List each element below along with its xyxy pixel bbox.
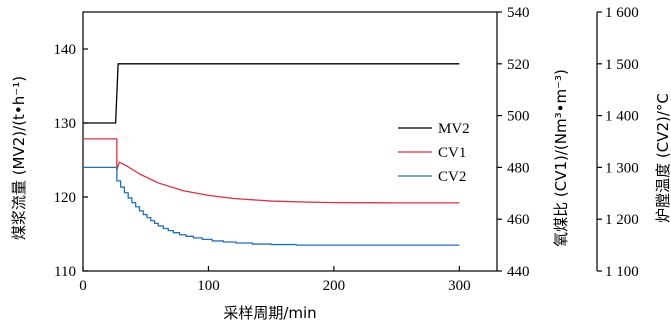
x-tick-label: 300 <box>448 278 471 294</box>
y-tick-label-mv2: 140 <box>54 42 77 58</box>
legend: MV2 CV1 CV2 <box>398 121 470 185</box>
y-tick-label-cv2: 1 400 <box>605 109 639 125</box>
plot-frame <box>82 11 498 272</box>
y-tick-label-mv2: 110 <box>54 264 76 280</box>
series-line-mv2 <box>83 63 460 124</box>
plot-area-border <box>82 11 498 272</box>
series-layer <box>83 63 460 246</box>
y-axis-title-cv2: 炉膛温度 (CV2)/°C <box>654 93 671 223</box>
y-tick-label-cv1: 540 <box>507 5 530 21</box>
y-tick-label-cv1: 460 <box>507 212 530 228</box>
x-tick-label: 100 <box>197 278 220 294</box>
legend-label-cv1: CV1 <box>438 145 466 161</box>
y-tick-label-mv2: 130 <box>54 116 77 132</box>
axis-layer: 0 100 200 300 110 120 130 140 440 460 480 500 520 540… <box>54 5 639 294</box>
legend-label-mv2: MV2 <box>438 121 470 137</box>
series-line-cv2 <box>83 166 460 246</box>
y-tick-label-mv2: 120 <box>54 190 77 206</box>
y-tick-label-cv2: 1 300 <box>605 160 639 176</box>
y-axis-title-cv1: 氧煤比 (CV1)/(Nm³•m⁻³) <box>552 69 570 247</box>
y-axis-title-mv2: 煤浆流量 (MV2)/(t•h⁻¹) <box>10 76 28 240</box>
x-tick-label: 0 <box>79 278 87 294</box>
y-tick-label-cv2: 1 500 <box>605 57 639 73</box>
y-tick-label-cv2: 1 100 <box>605 264 639 280</box>
x-tick-label: 200 <box>323 278 346 294</box>
x-axis-title: 采样周期/min <box>223 304 316 322</box>
y-tick-label-cv2: 1 200 <box>605 212 639 228</box>
legend-label-cv2: CV2 <box>438 169 466 185</box>
y-tick-label-cv1: 480 <box>507 160 530 176</box>
y-tick-label-cv2: 1 600 <box>605 5 639 21</box>
series-line-cv1 <box>83 138 460 204</box>
y-tick-label-cv1: 520 <box>507 57 530 73</box>
y-tick-label-cv1: 500 <box>507 109 530 125</box>
y-tick-label-cv1: 440 <box>507 264 530 280</box>
